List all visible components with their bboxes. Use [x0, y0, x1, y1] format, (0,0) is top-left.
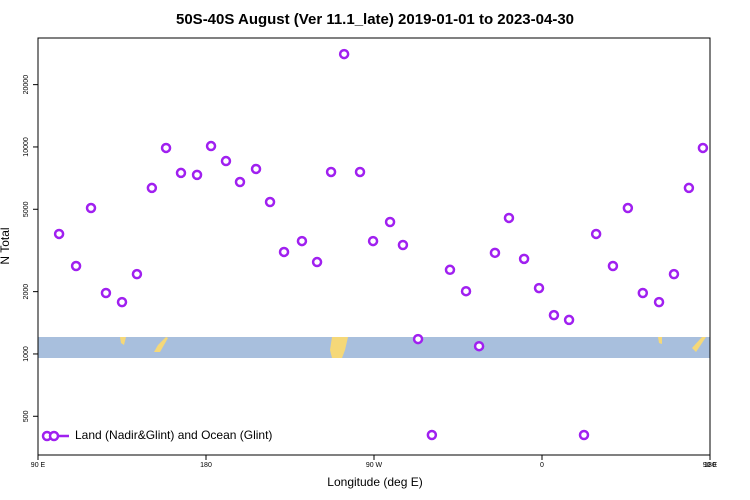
- data-point: [444, 264, 456, 276]
- plot-frame: [37, 37, 711, 456]
- data-point: [146, 182, 158, 194]
- land-patch: [658, 337, 662, 344]
- data-point: [548, 309, 560, 321]
- data-point: [397, 239, 409, 251]
- y-tick-label: 5000: [23, 201, 30, 217]
- y-tick-label: 2000: [23, 284, 30, 300]
- x-tick-label: 90 E: [31, 462, 46, 469]
- data-point: [220, 155, 232, 167]
- data-point: [205, 140, 217, 152]
- data-point: [622, 202, 634, 214]
- data-point: [367, 235, 379, 247]
- ocean-band: [38, 337, 710, 358]
- data-point: [384, 216, 396, 228]
- data-point: [607, 260, 619, 272]
- data-point: [296, 235, 308, 247]
- y-tick-label: 500: [23, 410, 30, 422]
- data-point: [53, 228, 65, 240]
- data-point: [473, 340, 485, 352]
- data-point: [311, 256, 323, 268]
- x-tick-label: 180: [200, 462, 212, 469]
- data-point: [518, 253, 530, 265]
- data-point: [489, 247, 501, 259]
- data-point: [697, 142, 709, 154]
- data-point: [70, 260, 82, 272]
- x-tick-label: 90 W: [366, 462, 383, 469]
- surface-band: [38, 337, 710, 358]
- data-point: [234, 176, 246, 188]
- land-patch: [692, 337, 706, 352]
- data-point: [131, 268, 143, 280]
- x-tick-label: 180: [704, 462, 716, 469]
- x-tick-label: 0: [540, 462, 544, 469]
- data-point: [578, 429, 590, 441]
- y-tick-label: 20000: [23, 75, 30, 95]
- legend: Land (Nadir&Glint) and Ocean (Glint): [41, 428, 272, 442]
- data-point: [250, 163, 262, 175]
- data-point: [85, 202, 97, 214]
- data-point: [325, 166, 337, 178]
- data-point: [100, 287, 112, 299]
- data-point: [160, 142, 172, 154]
- land-patch: [330, 337, 348, 358]
- data-point: [412, 333, 424, 345]
- data-point: [338, 48, 350, 60]
- data-point: [264, 196, 276, 208]
- data-point: [354, 166, 366, 178]
- legend-marker: [48, 430, 60, 442]
- data-point: [426, 429, 438, 441]
- land-patch: [154, 337, 168, 352]
- data-point: [278, 246, 290, 258]
- data-point: [116, 296, 128, 308]
- y-tick-label: 10000: [23, 137, 30, 157]
- x-tick-label: 90 E: [703, 462, 718, 469]
- y-axis-label: N Total: [0, 227, 12, 264]
- data-point: [503, 212, 515, 224]
- data-point: [590, 228, 602, 240]
- chart-title: 50S-40S August (Ver 11.1_late) 2019-01-0…: [176, 11, 574, 28]
- data-point: [563, 314, 575, 326]
- x-axis-label: Longitude (deg E): [327, 475, 422, 489]
- data-point: [653, 296, 665, 308]
- data-point: [533, 282, 545, 294]
- land-patch: [120, 337, 126, 345]
- data-point: [637, 287, 649, 299]
- data-point: [460, 285, 472, 297]
- legend-label: Land (Nadir&Glint) and Ocean (Glint): [75, 428, 272, 442]
- data-point: [191, 169, 203, 181]
- data-point: [683, 182, 695, 194]
- data-point: [668, 268, 680, 280]
- data-point: [175, 167, 187, 179]
- y-tick-label: 1000: [23, 346, 30, 362]
